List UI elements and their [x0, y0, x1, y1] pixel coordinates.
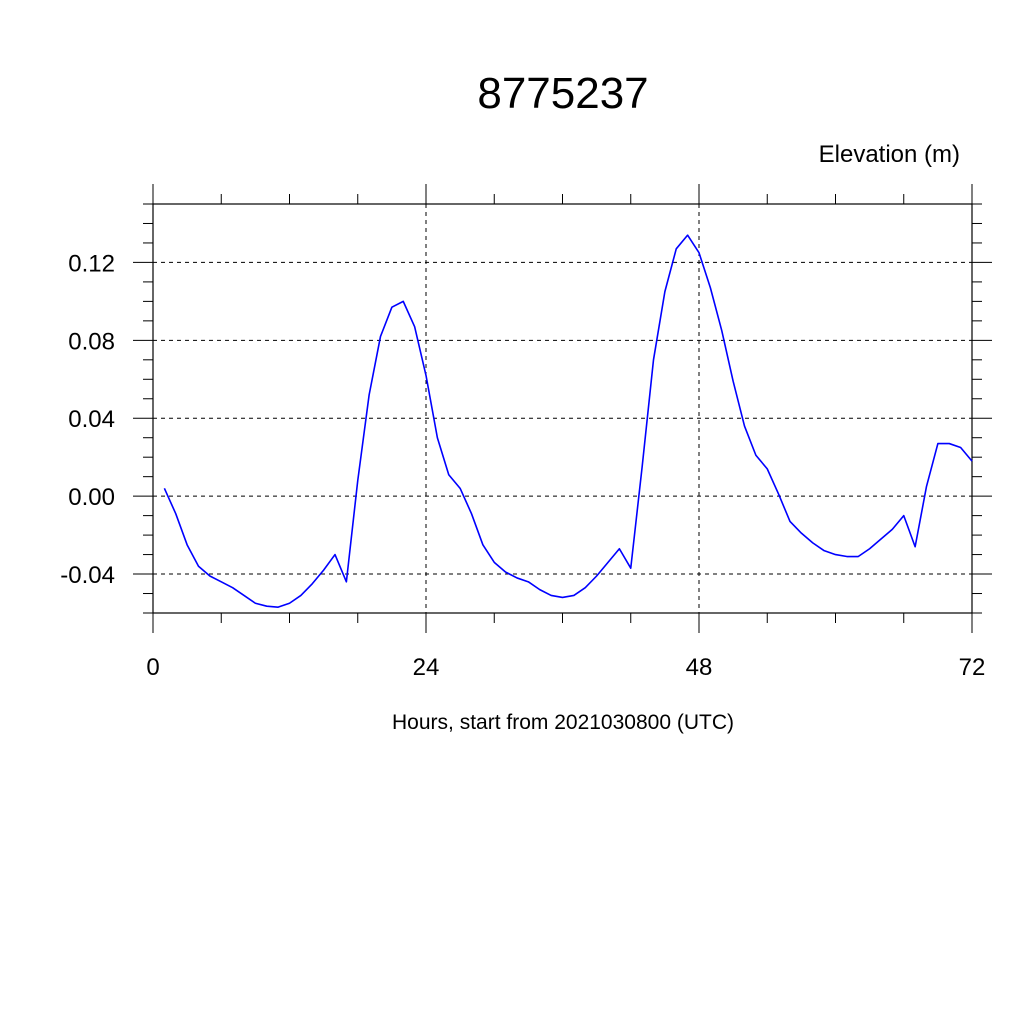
grid-lines — [153, 204, 972, 613]
data-series — [163, 234, 973, 608]
x-tick-label: 72 — [959, 654, 986, 681]
series-line — [163, 234, 973, 608]
y-tick-label: 0.04 — [68, 406, 115, 433]
x-tick-label: 24 — [413, 654, 440, 681]
y-tick-label: 0.00 — [68, 484, 115, 511]
chart-title: 8775237 — [477, 69, 648, 118]
y-tick-label: 0.12 — [68, 250, 115, 277]
y-axis-label: Elevation (m) — [819, 141, 960, 168]
tick-labels: 0 24 48 72 -0.04 0.00 0.04 0.08 0.12 — [60, 250, 985, 681]
x-axis-label: Hours, start from 2021030800 (UTC) — [392, 711, 734, 734]
y-tick-label: -0.04 — [60, 562, 115, 589]
x-tick-label: 0 — [146, 654, 159, 681]
y-tick-label: 0.08 — [68, 328, 115, 355]
plot-frame — [152, 203, 973, 614]
x-tick-label: 48 — [686, 654, 713, 681]
axis-ticks — [133, 184, 992, 633]
